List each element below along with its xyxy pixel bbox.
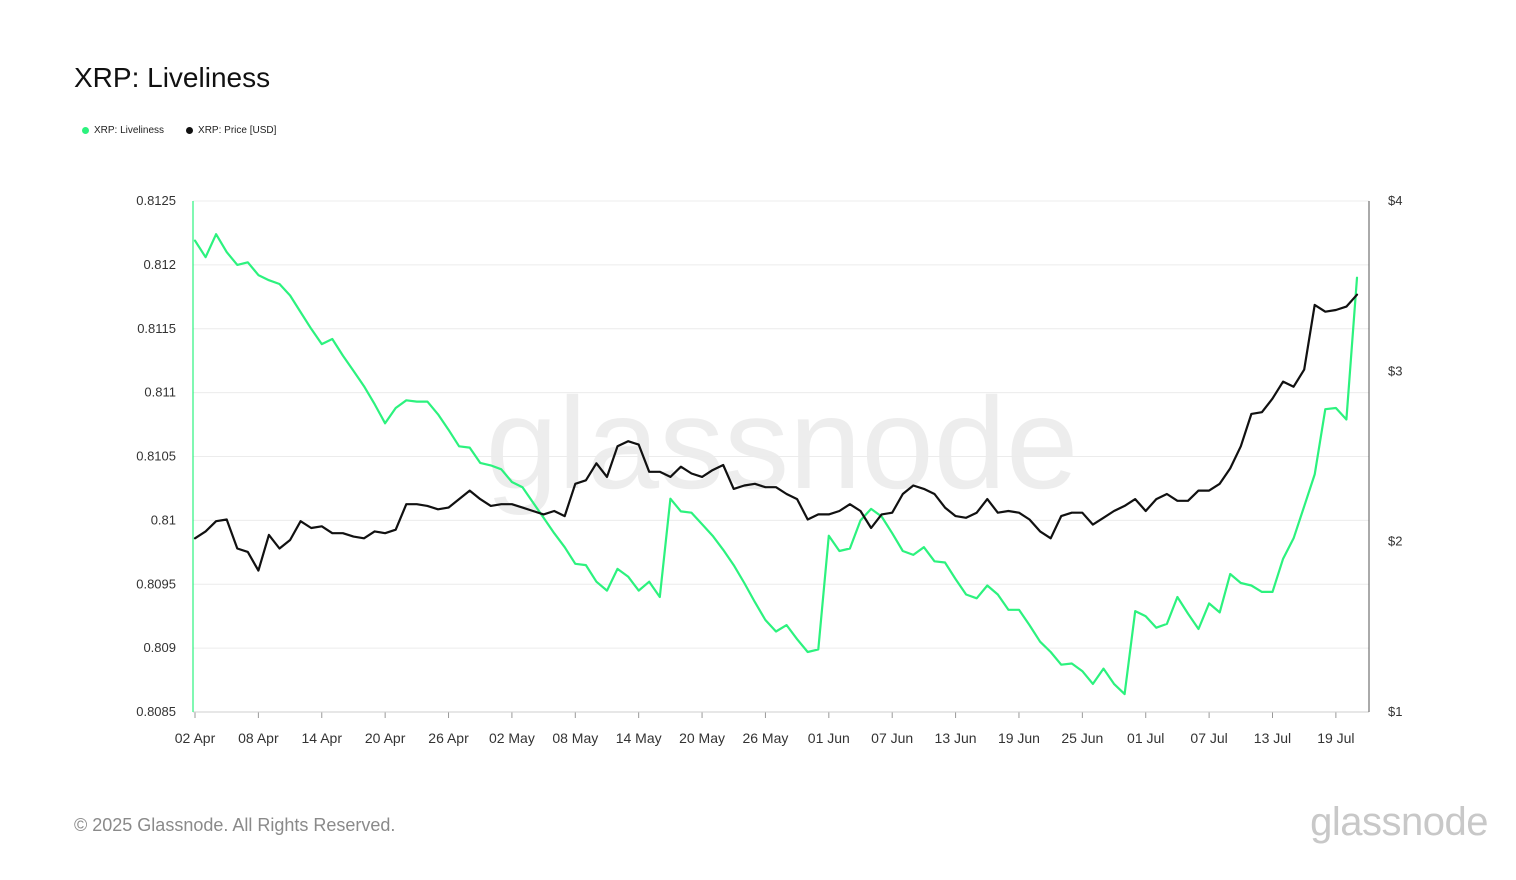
copyright-footer: © 2025 Glassnode. All Rights Reserved. <box>74 815 396 835</box>
x-tick-label: 07 Jun <box>871 730 913 746</box>
legend-item-liveliness[interactable]: XRP: Liveliness <box>82 125 164 136</box>
axes <box>192 201 1370 713</box>
x-tick-label: 26 May <box>742 730 788 746</box>
brand-logo: glassnode <box>1310 800 1488 844</box>
x-tick-label: 26 Apr <box>428 730 469 746</box>
chart-title: XRP: Liveliness <box>74 62 271 93</box>
series-line-price[interactable] <box>193 293 1359 572</box>
right-axis-ticks: $1 $2 $3 $4 <box>1388 193 1402 719</box>
right-tick-label: $2 <box>1388 534 1402 549</box>
left-tick-label: 0.812 <box>143 257 176 272</box>
legend-dot-liveliness <box>82 127 89 134</box>
x-axis-ticks: 02 Apr 08 Apr 14 Apr 20 Apr 26 Apr 02 May 08 M… <box>175 712 1355 746</box>
left-axis-ticks: 0.8085 0.809 0.8095 0.81 0.8105 0.811 0.8115 0.… <box>136 193 176 719</box>
x-tick-label: 02 May <box>489 730 535 746</box>
left-tick-label: 0.8105 <box>136 449 176 464</box>
x-tick-label: 08 May <box>552 730 598 746</box>
x-tick-label: 01 Jun <box>808 730 850 746</box>
series-group <box>193 233 1359 696</box>
right-tick-label: $1 <box>1388 704 1402 719</box>
x-tick-label: 20 Apr <box>365 730 406 746</box>
watermark: glassnode <box>486 370 1079 516</box>
legend-label-liveliness: XRP: Liveliness <box>94 125 165 136</box>
left-tick-label: 0.8095 <box>136 576 176 591</box>
left-tick-label: 0.8115 <box>137 321 176 336</box>
x-tick-label: 19 Jun <box>998 730 1040 746</box>
x-tick-label: 13 Jun <box>935 730 977 746</box>
x-tick-label: 08 Apr <box>238 730 279 746</box>
x-tick-label: 02 Apr <box>175 730 216 746</box>
right-tick-label: $3 <box>1388 363 1402 378</box>
x-tick-label: 25 Jun <box>1061 730 1103 746</box>
chart-legend: XRP: Liveliness XRP: Price [USD] <box>82 125 276 136</box>
x-tick-label: 19 Jul <box>1317 730 1354 746</box>
left-tick-label: 0.81 <box>151 512 176 527</box>
x-tick-label: 20 May <box>679 730 725 746</box>
left-tick-label: 0.8125 <box>136 193 176 208</box>
right-tick-label: $4 <box>1388 193 1402 208</box>
left-tick-label: 0.811 <box>144 385 176 400</box>
legend-item-price[interactable]: XRP: Price [USD] <box>186 125 276 136</box>
x-tick-label: 07 Jul <box>1190 730 1227 746</box>
series-line-liveliness[interactable] <box>193 233 1359 696</box>
x-tick-label: 13 Jul <box>1254 730 1291 746</box>
x-tick-label: 14 May <box>616 730 662 746</box>
legend-dot-price <box>186 127 194 134</box>
x-tick-label: 01 Jul <box>1127 730 1164 746</box>
left-tick-label: 0.8085 <box>136 704 176 719</box>
left-tick-label: 0.809 <box>143 640 176 655</box>
grid-lines <box>193 200 1369 713</box>
legend-label-price: XRP: Price [USD] <box>198 125 277 136</box>
x-tick-label: 14 Apr <box>302 730 343 746</box>
